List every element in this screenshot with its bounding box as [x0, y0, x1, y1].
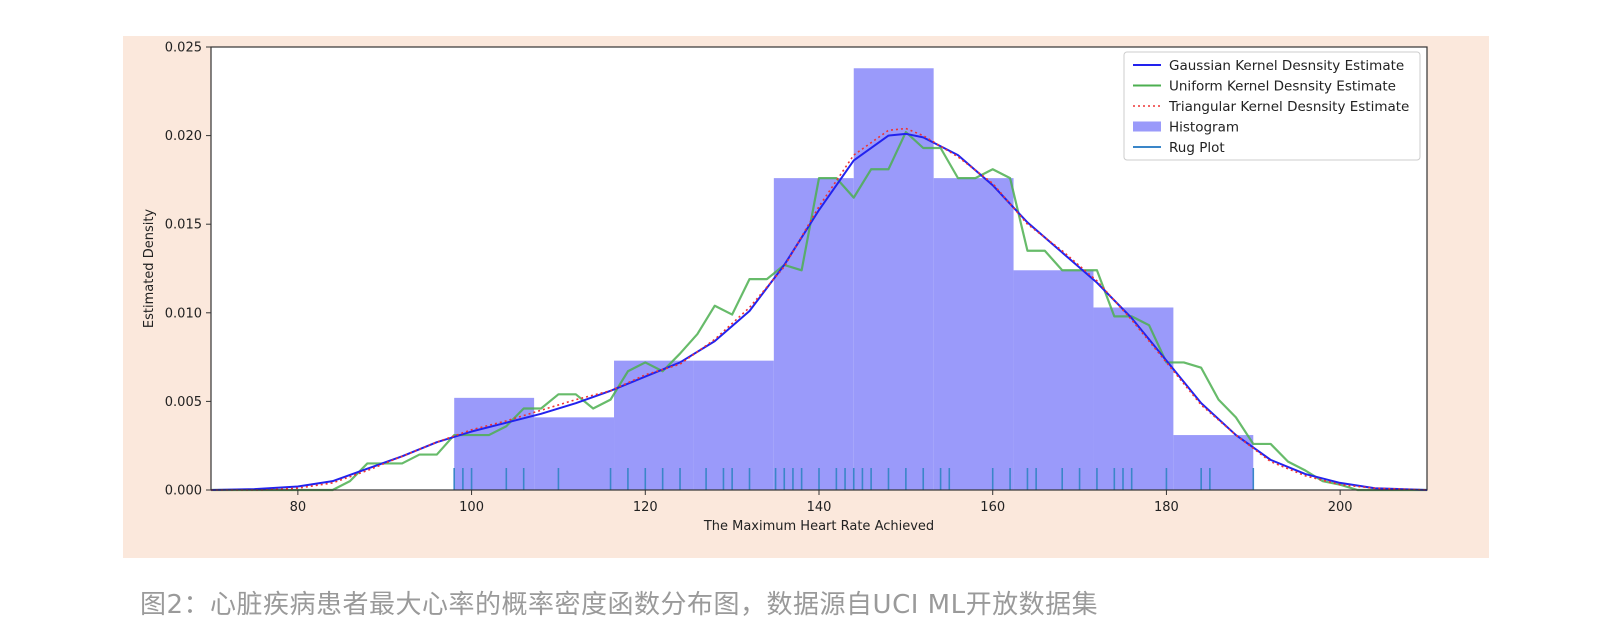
legend-label-histogram: Histogram: [1169, 120, 1239, 136]
y-tick-label-1: 0.005: [165, 395, 202, 410]
histogram-bar-7: [1013, 270, 1094, 490]
histogram-bar-1: [534, 417, 615, 490]
legend: Gaussian Kernel Desnsity Estimate Uniform…: [1123, 51, 1421, 161]
x-tick-label-4: 160: [980, 500, 1005, 515]
y-tick-label-0: 0.000: [165, 484, 202, 499]
x-tick-label-1: 100: [459, 500, 484, 515]
x-tick-label-2: 120: [633, 500, 658, 515]
histogram-bar-3: [693, 360, 774, 490]
legend-label-uniform: Uniform Kernel Desnsity Estimate: [1169, 79, 1396, 95]
histogram-bar-0: [454, 397, 535, 490]
legend-swatch-histogram: [1133, 121, 1161, 132]
x-axis-title: The Maximum Heart Rate Achieved: [703, 519, 934, 534]
histogram-bar-8: [1093, 307, 1174, 490]
legend-label-triangular: Triangular Kernel Desnsity Estimate: [1168, 99, 1409, 115]
histogram-bar-6: [933, 178, 1014, 491]
kde-line-gaussian: [210, 132, 1428, 491]
kde-line-triangular: [211, 127, 1428, 491]
y-axis-title: Estimated Density: [142, 209, 157, 329]
x-tick-label-6: 200: [1328, 500, 1353, 515]
kde-line-uniform: [211, 130, 1427, 492]
x-tick-label-5: 180: [1154, 500, 1179, 515]
x-tick-label-0: 80: [290, 500, 307, 515]
y-tick-label-5: 0.025: [165, 41, 202, 56]
figure-caption: 图2：心脏疾病患者最大心率的概率密度函数分布图，数据源自UCI ML开放数据集: [140, 590, 1099, 620]
histogram-bar-4: [773, 178, 854, 491]
legend-label-gaussian: Gaussian Kernel Desnsity Estimate: [1169, 58, 1404, 74]
legend-label-rug: Rug Plot: [1169, 140, 1225, 156]
histogram-bars: [454, 68, 1254, 491]
rug-plot: [453, 468, 1255, 490]
y-tick-label-2: 0.010: [165, 306, 202, 321]
y-tick-label-4: 0.020: [165, 129, 202, 144]
x-tick-label-3: 140: [807, 500, 832, 515]
kde-lines: [210, 127, 1428, 492]
axes: 80 100 120 140 160 180 200 0.000 0.005 0.010 0.015…: [165, 41, 1428, 515]
histogram-bar-5: [853, 68, 934, 490]
density-chart: 80 100 120 140 160 180 200 0.000 0.005 0.010 0.015…: [142, 41, 1428, 534]
histogram-bar-2: [614, 360, 694, 490]
chart-figure: 80 100 120 140 160 180 200 0.000 0.005 0.010 0.015…: [123, 36, 1489, 558]
histogram-bar-9: [1173, 435, 1254, 490]
y-tick-label-3: 0.015: [165, 218, 202, 233]
legend-box: [1123, 51, 1421, 161]
